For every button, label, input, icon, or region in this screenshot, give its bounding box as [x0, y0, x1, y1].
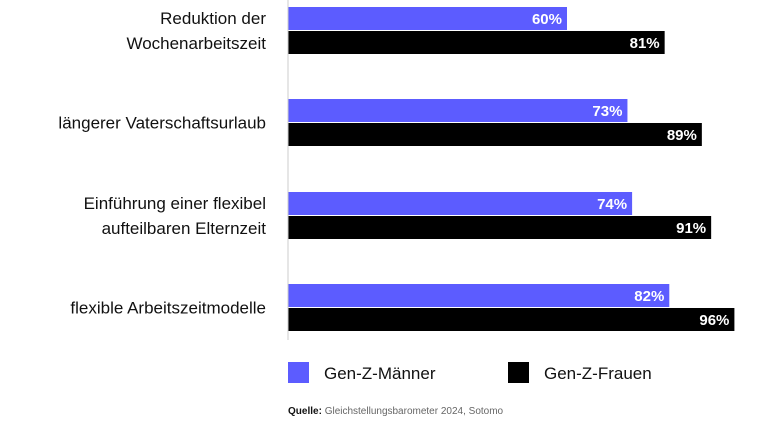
- category-label: längerer Vaterschaftsurlaub: [58, 114, 266, 133]
- legend-label: Gen-Z-Frauen: [544, 364, 652, 383]
- data-label: 96%: [699, 312, 729, 329]
- category-label: aufteilbaren Elternzeit: [102, 219, 267, 238]
- bar: [288, 123, 702, 146]
- bar: [288, 99, 628, 122]
- data-label: 91%: [676, 220, 706, 237]
- category-label: Reduktion der: [160, 9, 266, 28]
- source-label: Quelle:: [288, 406, 322, 417]
- bar: [288, 284, 670, 307]
- data-label: 81%: [630, 35, 660, 52]
- legend-label: Gen-Z-Männer: [324, 364, 436, 383]
- legend-swatch: [288, 362, 309, 383]
- data-label: 82%: [634, 288, 664, 305]
- source-note: Quelle: Gleichstellungsbarometer 2024, S…: [288, 406, 503, 417]
- category-label: flexible Arbeitszeitmodelle: [70, 299, 266, 318]
- source-text: Gleichstellungsbarometer 2024, Sotomo: [324, 406, 504, 417]
- data-label: 60%: [532, 11, 562, 28]
- data-label: 89%: [667, 127, 697, 144]
- bar: [288, 216, 712, 239]
- legend-swatch: [508, 362, 529, 383]
- bar: [288, 308, 735, 331]
- category-label: Einführung einer flexibel: [84, 194, 266, 213]
- data-label: 74%: [597, 196, 627, 213]
- bar: [288, 31, 665, 54]
- bar: [288, 7, 567, 30]
- category-label: Wochenarbeitszeit: [126, 34, 266, 53]
- data-label: 73%: [592, 103, 622, 120]
- bar: [288, 192, 633, 215]
